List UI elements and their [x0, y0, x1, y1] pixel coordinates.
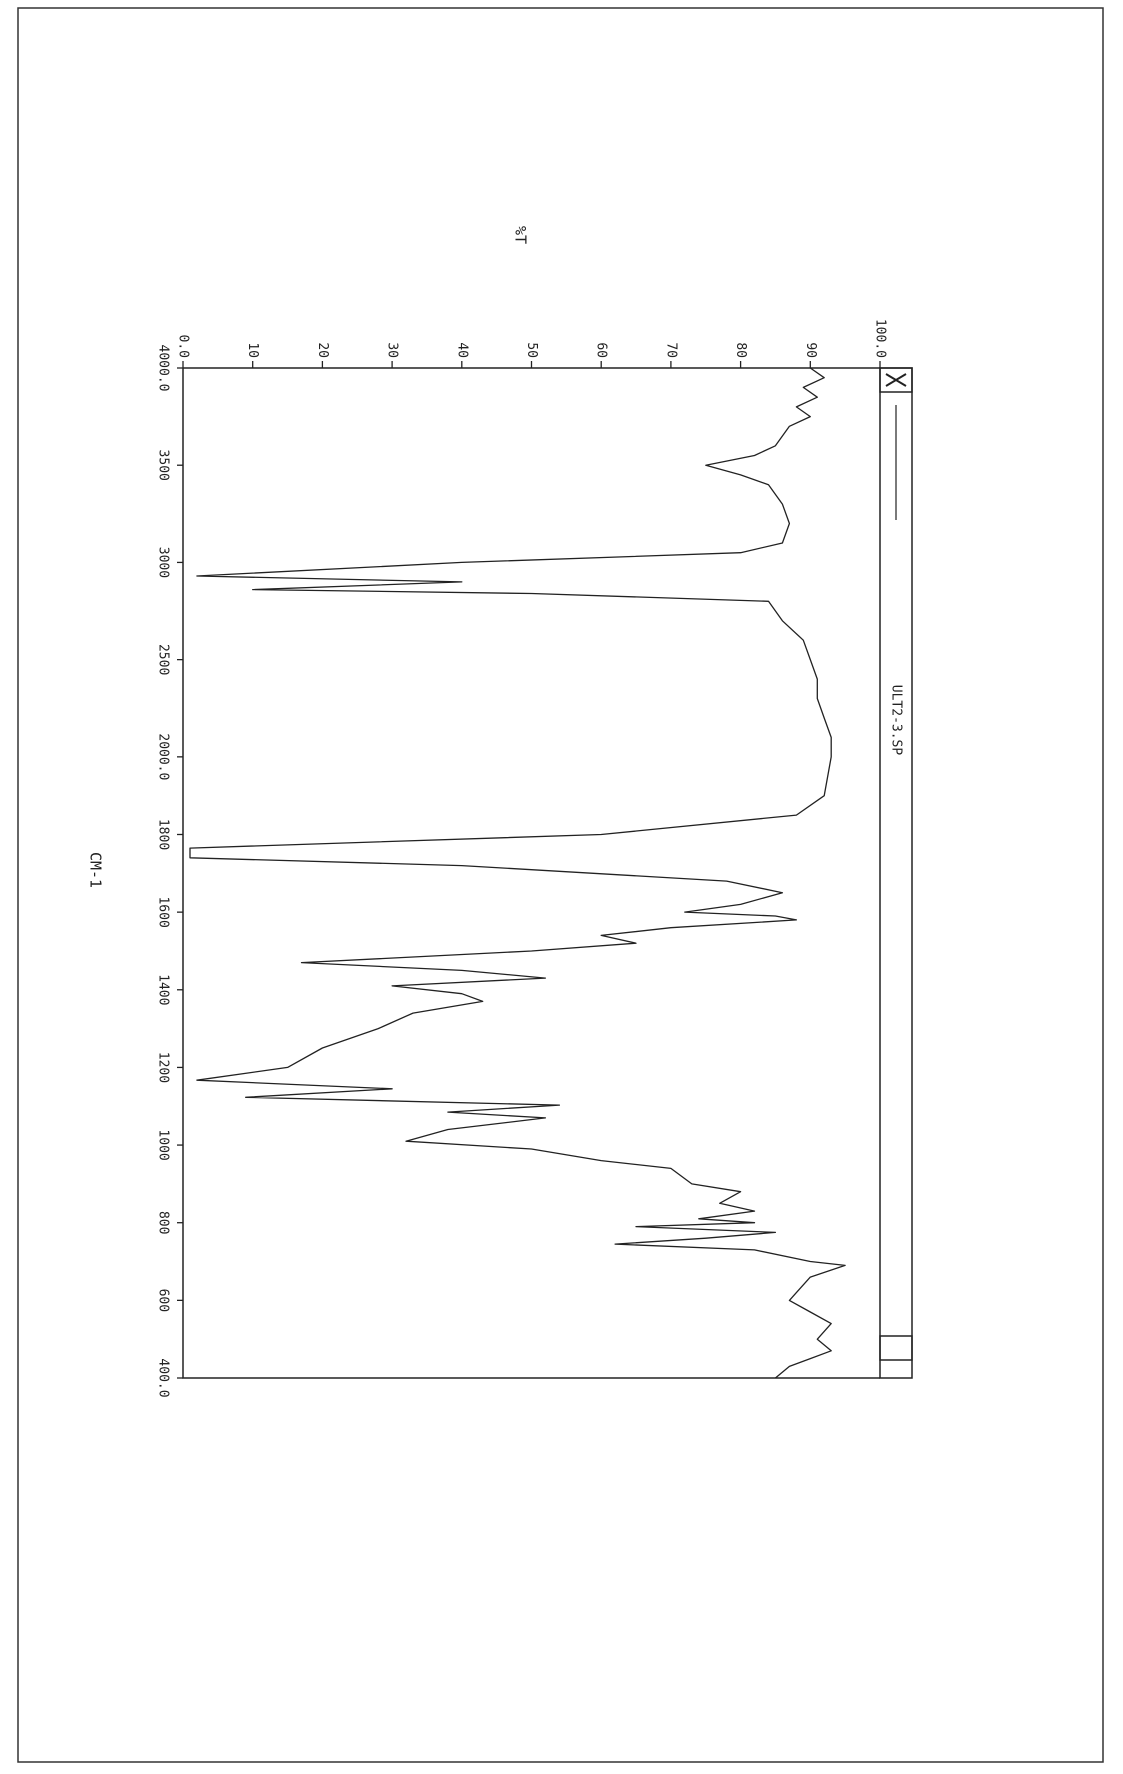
axis-frame	[182, 367, 880, 1379]
y-axis-label: %T	[512, 226, 530, 244]
x-tick-label: 2500	[156, 644, 171, 675]
page-border	[17, 7, 1104, 1763]
header-button	[879, 1335, 913, 1361]
x-tick-label: 4000.0	[156, 345, 171, 392]
x-tick-label: 1600	[156, 896, 171, 927]
y-tick-label: 50	[524, 342, 539, 358]
chart-title: ULT2-3.SP	[889, 685, 904, 756]
y-tick-label: 40	[454, 342, 469, 358]
y-tick-label: 100.0	[873, 319, 888, 358]
header-icon	[885, 373, 907, 387]
y-tick-label: 20	[315, 342, 330, 358]
x-tick-label: 1400	[156, 974, 171, 1005]
y-tick-label: 60	[594, 342, 609, 358]
x-tick-label: 800	[156, 1211, 171, 1234]
x-tick-label: 2000.0	[156, 733, 171, 780]
x-tick-label: 600	[156, 1289, 171, 1312]
x-tick-label: 400.0	[156, 1358, 171, 1397]
x-tick-label: 1200	[156, 1052, 171, 1083]
y-tick-label: 30	[385, 342, 400, 358]
y-tick-label: 10	[245, 342, 260, 358]
x-tick-label: 1800	[156, 819, 171, 850]
x-tick-label: 3500	[156, 450, 171, 481]
y-tick-label: 0.0	[176, 335, 191, 358]
x-tick-label: 1000	[156, 1129, 171, 1160]
y-tick-label: 70	[663, 342, 678, 358]
x-axis-label: CM-1	[87, 852, 105, 888]
y-tick-label: 90	[803, 342, 818, 358]
x-tick-label: 3000	[156, 547, 171, 578]
spectrum-line	[189, 367, 846, 1379]
y-tick-label: 80	[733, 342, 748, 358]
header-button	[879, 367, 913, 393]
